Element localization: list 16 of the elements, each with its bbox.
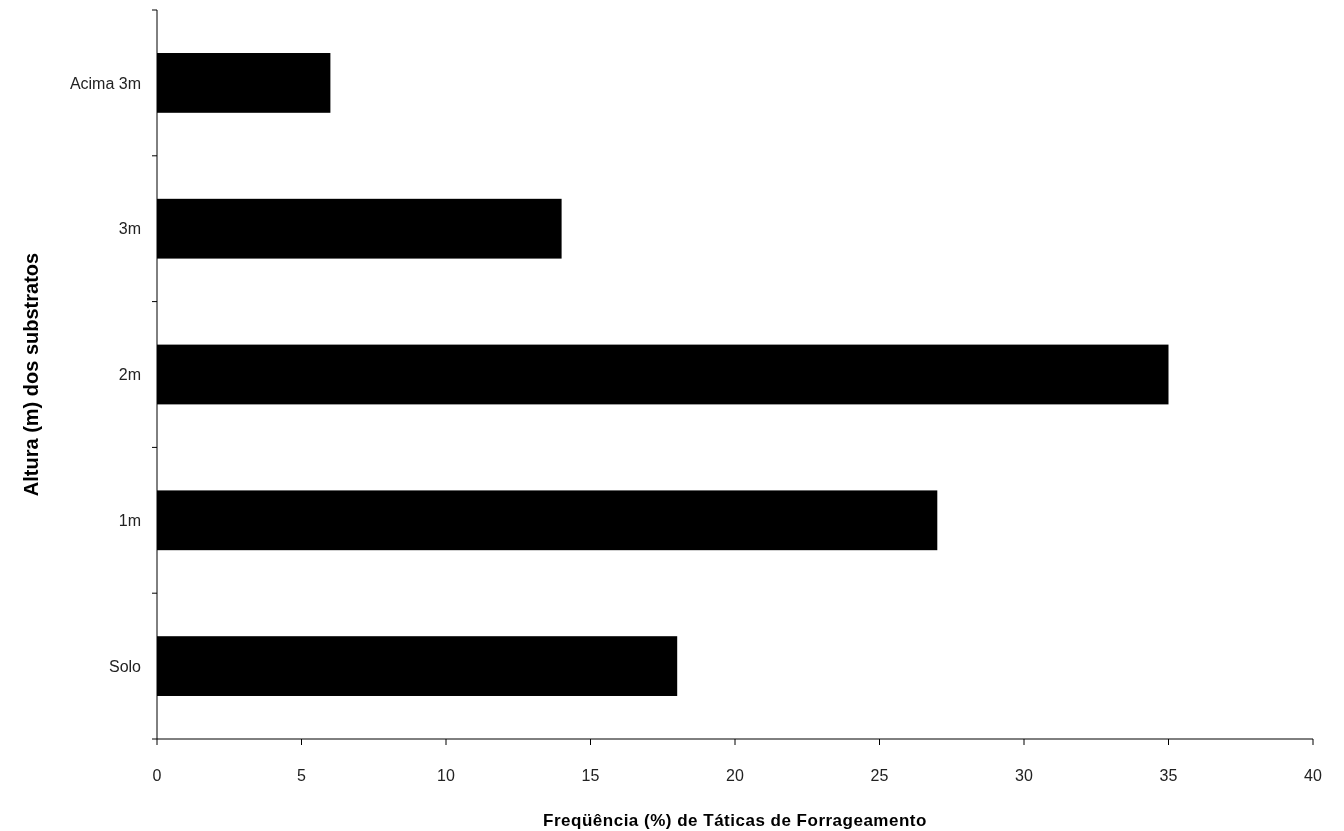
x-tick-label: 20: [726, 767, 744, 784]
x-tick-label: 35: [1159, 767, 1178, 784]
y-tick-label: 2m: [118, 366, 141, 384]
y-axis-title: Altura (m) dos substratos: [20, 252, 42, 497]
x-tick-label: 40: [1304, 767, 1322, 784]
y-tick-label: 1m: [118, 511, 141, 529]
x-tick-label: 0: [152, 767, 162, 784]
x-tick-label: 15: [581, 767, 600, 784]
x-tick-label: 10: [437, 767, 455, 784]
x-tick-label: 5: [297, 767, 307, 784]
x-tick-label: 30: [1015, 767, 1033, 784]
y-tick-label: Acima 3m: [69, 74, 141, 92]
x-axis-title: Freqüência (%) de Táticas de Forrageamento: [543, 811, 927, 830]
y-tick-label: Solo: [108, 657, 142, 675]
y-tick-label: 3m: [118, 220, 141, 238]
x-tick-label: 25: [870, 767, 889, 784]
